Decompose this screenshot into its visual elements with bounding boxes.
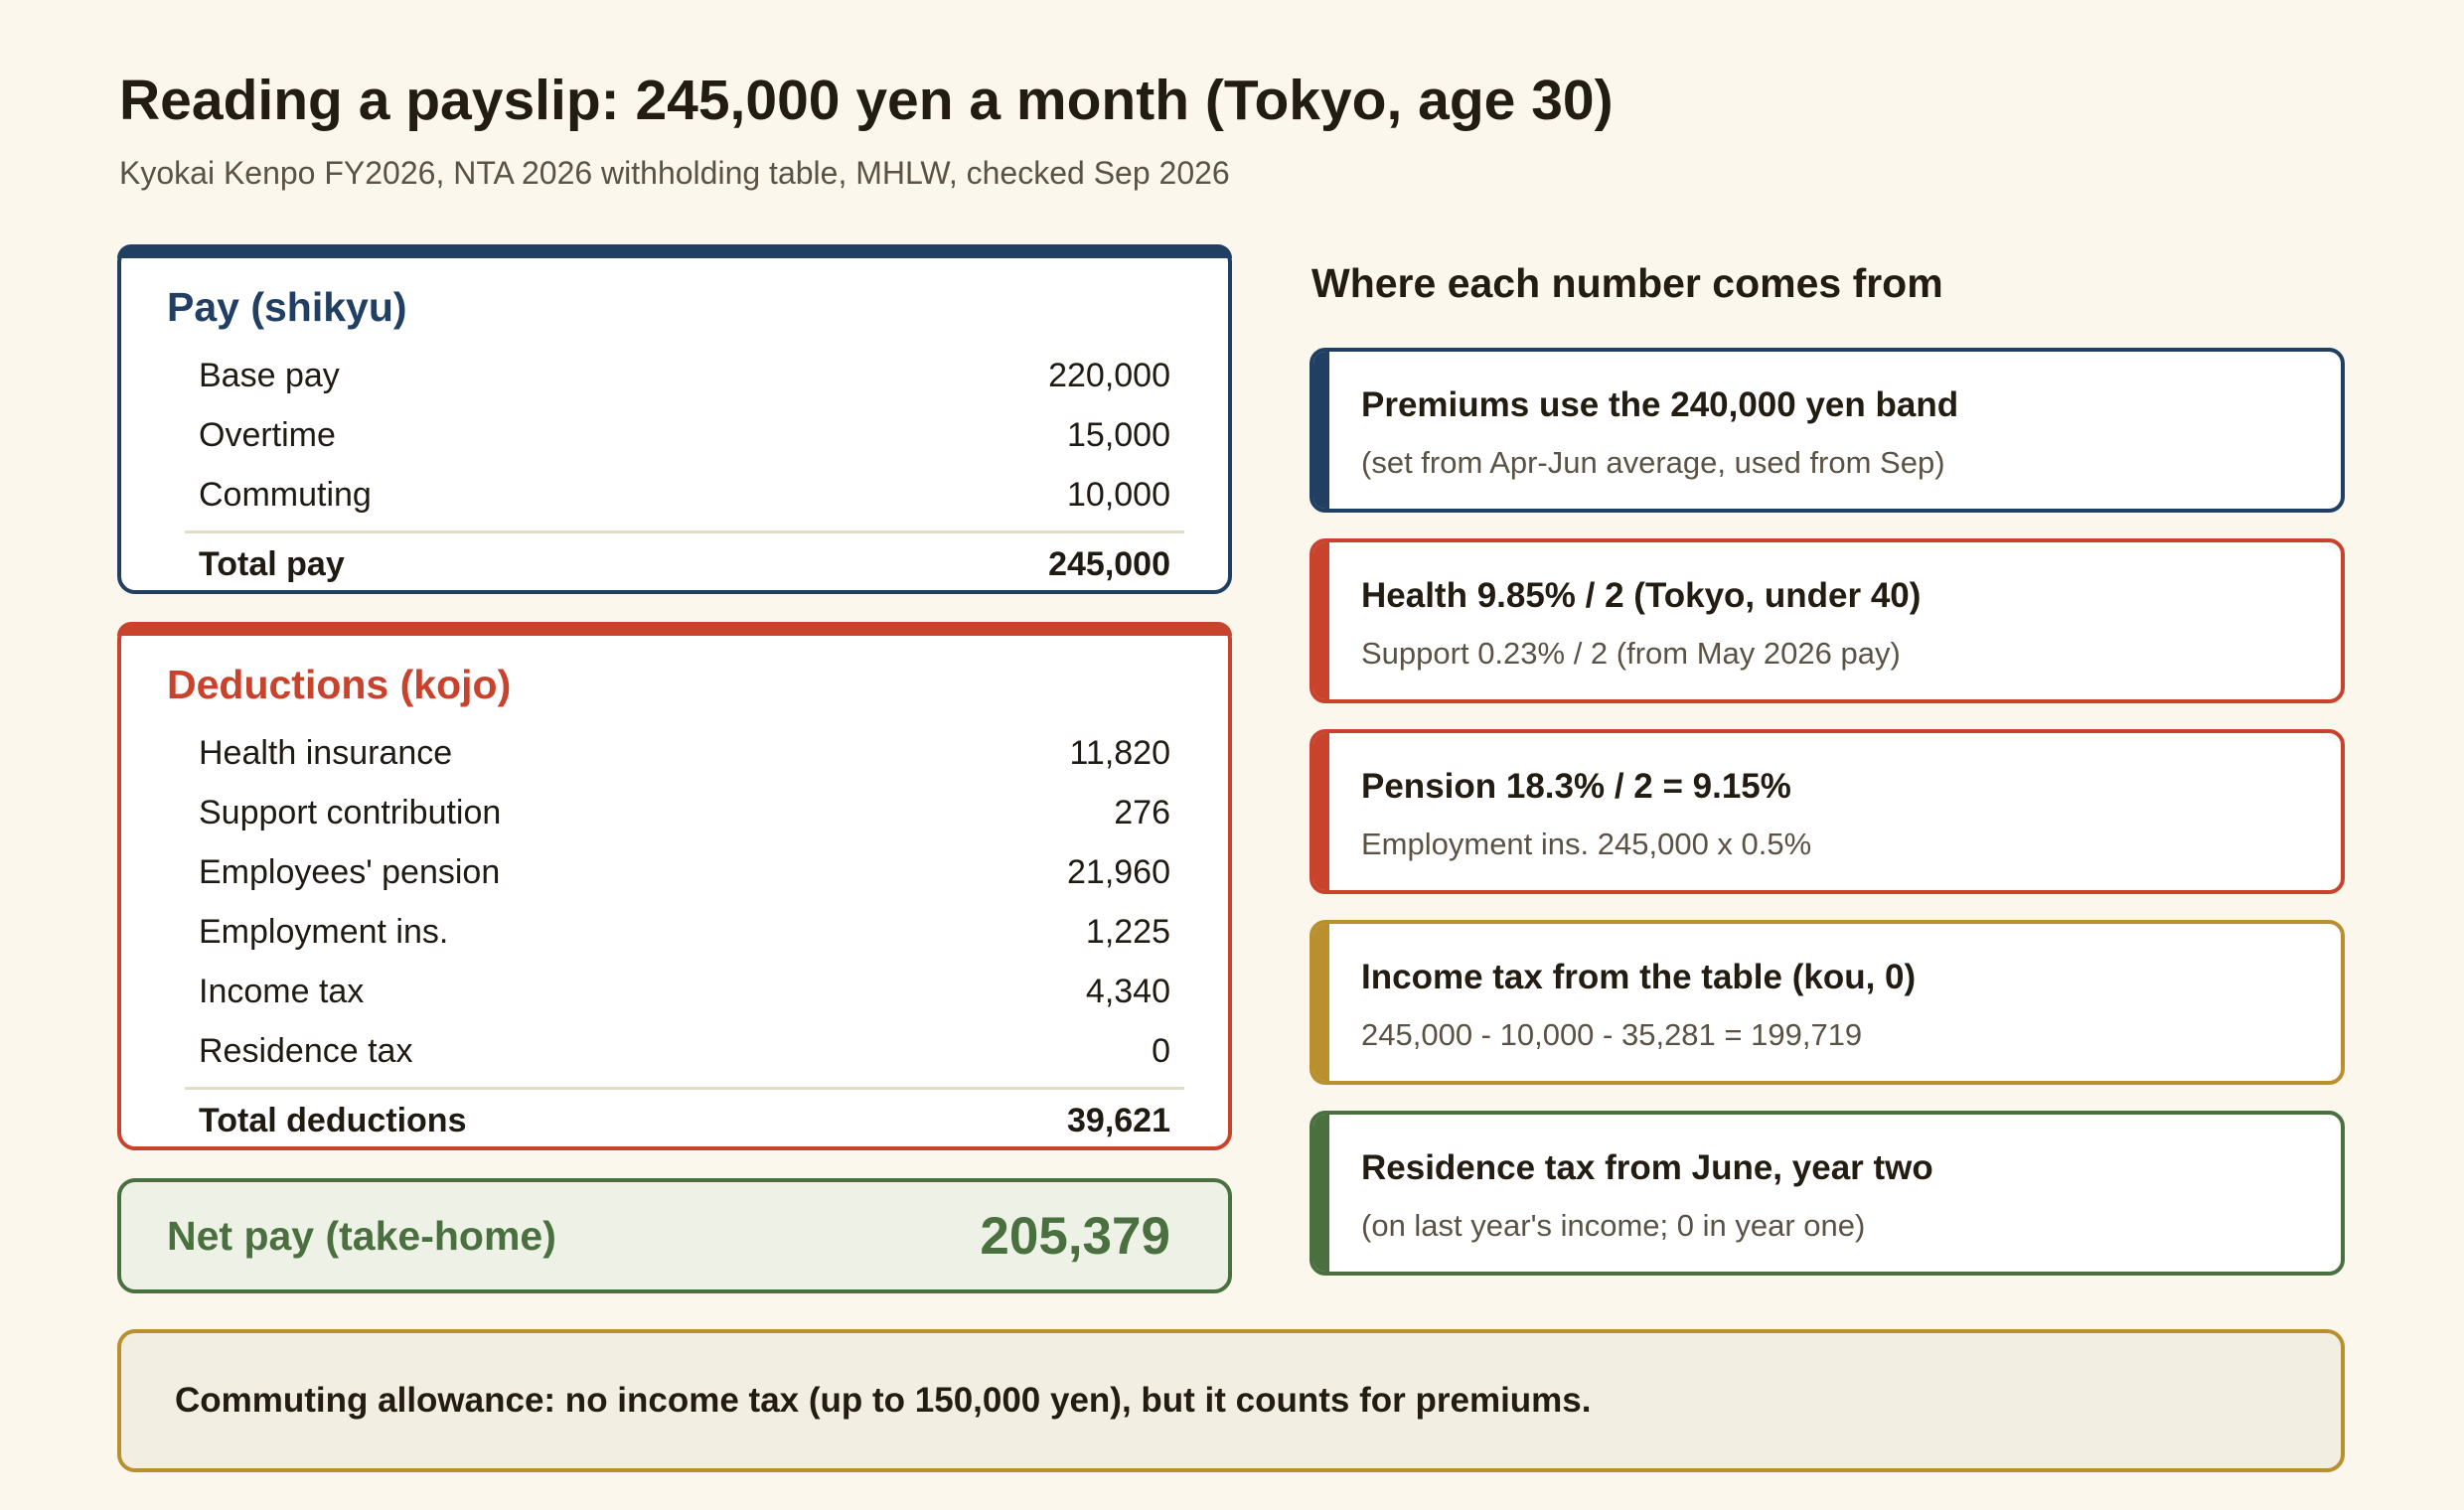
pay-row: Overtime 15,000: [199, 405, 1170, 465]
pay-row-value: 220,000: [1048, 356, 1170, 394]
note-residence-tax: Residence tax from June, year two (on la…: [1309, 1111, 2345, 1276]
deductions-heading: Deductions (kojo): [167, 662, 512, 707]
pay-card-accent-bar: [117, 244, 1232, 258]
deduction-row: Health insurance 11,820: [199, 723, 1170, 783]
commuting-note-banner: Commuting allowance: no income tax (up t…: [117, 1329, 2345, 1472]
deduction-row: Employment ins. 1,225: [199, 902, 1170, 962]
note-premium-band: Premiums use the 240,000 yen band (set f…: [1309, 348, 2345, 513]
note-income-tax: Income tax from the table (kou, 0) 245,0…: [1309, 920, 2345, 1085]
note-accent-stripe: [1313, 352, 1329, 509]
page-subtitle: Kyokai Kenpo FY2026, NTA 2026 withholdin…: [119, 155, 1230, 191]
note-title: Income tax from the table (kou, 0): [1361, 958, 1917, 996]
pay-rows: Base pay 220,000 Overtime 15,000 Commuti…: [185, 346, 1184, 595]
deduction-row-label: Residence tax: [199, 1031, 413, 1070]
pay-row-value: 10,000: [1067, 475, 1170, 514]
explanations-heading: Where each number comes from: [1311, 260, 1943, 306]
deductions-total-value: 39,621: [1067, 1101, 1170, 1139]
note-title: Health 9.85% / 2 (Tokyo, under 40): [1361, 576, 1922, 615]
deduction-row-label: Employment ins.: [199, 912, 449, 951]
deduction-row-label: Income tax: [199, 972, 365, 1010]
note-title: Residence tax from June, year two: [1361, 1148, 1933, 1187]
note-pension: Pension 18.3% / 2 = 9.15% Employment ins…: [1309, 729, 2345, 894]
pay-row-label: Base pay: [199, 356, 340, 394]
note-title: Pension 18.3% / 2 = 9.15%: [1361, 767, 1791, 806]
deduction-row-label: Employees' pension: [199, 852, 501, 891]
deductions-card: Deductions (kojo) Health insurance 11,82…: [117, 622, 1232, 1150]
note-accent-stripe: [1313, 542, 1329, 699]
note-accent-stripe: [1313, 1115, 1329, 1272]
pay-total-label: Total pay: [199, 544, 345, 583]
deduction-row-value: 276: [1114, 793, 1170, 831]
net-pay-card: Net pay (take-home) 205,379: [117, 1178, 1232, 1293]
note-detail: (set from Apr-Jun average, used from Sep…: [1361, 445, 1945, 480]
note-detail: (on last year's income; 0 in year one): [1361, 1208, 1866, 1243]
pay-card: Pay (shikyu) Base pay 220,000 Overtime 1…: [117, 244, 1232, 594]
commuting-note-text: Commuting allowance: no income tax (up t…: [175, 1381, 1592, 1420]
deductions-rows: Health insurance 11,820 Support contribu…: [185, 723, 1184, 1151]
deductions-total-row: Total deductions 39,621: [199, 1090, 1170, 1151]
pay-heading: Pay (shikyu): [167, 284, 407, 330]
deduction-row-value: 1,225: [1085, 912, 1170, 951]
deduction-row: Residence tax 0: [199, 1021, 1170, 1081]
pay-row: Commuting 10,000: [199, 465, 1170, 525]
deduction-row-value: 11,820: [1069, 733, 1170, 772]
deduction-row: Support contribution 276: [199, 783, 1170, 842]
note-detail: Support 0.23% / 2 (from May 2026 pay): [1361, 636, 1901, 671]
pay-total-row: Total pay 245,000: [199, 533, 1170, 595]
note-title: Premiums use the 240,000 yen band: [1361, 385, 1959, 424]
note-detail: Employment ins. 245,000 x 0.5%: [1361, 827, 1812, 861]
page-title: Reading a payslip: 245,000 yen a month (…: [119, 69, 1614, 132]
deduction-row-label: Support contribution: [199, 793, 502, 831]
pay-row: Base pay 220,000: [199, 346, 1170, 405]
note-health: Health 9.85% / 2 (Tokyo, under 40) Suppo…: [1309, 538, 2345, 703]
deduction-row-value: 21,960: [1067, 852, 1170, 891]
deduction-row: Employees' pension 21,960: [199, 842, 1170, 902]
deductions-total-divider: [185, 1087, 1184, 1090]
deduction-row-value: 0: [1152, 1031, 1170, 1070]
deductions-card-accent-bar: [117, 622, 1232, 636]
note-accent-stripe: [1313, 733, 1329, 890]
deduction-row-label: Health insurance: [199, 733, 453, 772]
note-detail: 245,000 - 10,000 - 35,281 = 199,719: [1361, 1017, 1863, 1052]
pay-total-divider: [185, 530, 1184, 533]
net-pay-value: 205,379: [980, 1206, 1170, 1266]
deductions-total-label: Total deductions: [199, 1101, 467, 1139]
note-accent-stripe: [1313, 924, 1329, 1081]
pay-row-label: Commuting: [199, 475, 372, 514]
deduction-row: Income tax 4,340: [199, 962, 1170, 1021]
pay-row-value: 15,000: [1067, 415, 1170, 454]
net-pay-label: Net pay (take-home): [167, 1212, 556, 1259]
pay-total-value: 245,000: [1048, 544, 1170, 583]
deduction-row-value: 4,340: [1085, 972, 1170, 1010]
pay-row-label: Overtime: [199, 415, 336, 454]
